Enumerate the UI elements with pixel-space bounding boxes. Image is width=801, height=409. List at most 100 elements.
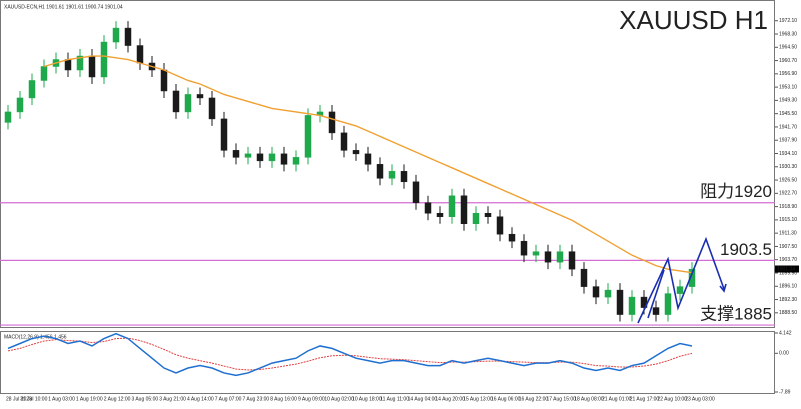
candle-body bbox=[232, 150, 240, 158]
y-tick-label: 1960.70 bbox=[779, 58, 797, 64]
x-tick-label: 9 Aug 09:00 bbox=[298, 396, 325, 402]
candle-body bbox=[424, 202, 432, 214]
current-price-label: 1901.04 bbox=[777, 266, 795, 272]
y-tick-label: 1918.90 bbox=[779, 204, 797, 210]
arrow-head bbox=[719, 283, 727, 293]
x-tick-label: 3 Aug 05:00 bbox=[131, 396, 158, 402]
candle-body bbox=[688, 268, 696, 287]
candle-body bbox=[376, 164, 384, 179]
x-tick-label: 16 Aug 22:00 bbox=[519, 396, 549, 402]
macd-signal bbox=[7, 337, 693, 371]
x-tick-label: 17 Aug 15:00 bbox=[546, 396, 576, 402]
zigzag-line bbox=[637, 236, 725, 324]
y-tick-label: 1892.30 bbox=[779, 297, 797, 303]
candle-body bbox=[568, 251, 576, 270]
x-tick-label: 7 Aug 23:00 bbox=[242, 396, 269, 402]
macd-main bbox=[7, 332, 693, 377]
chart-title: XAUUSD-ECN,H1 1901.61 1901.61 1900.74 19… bbox=[4, 4, 123, 10]
x-tick-label: 21 Aug 17:00 bbox=[630, 396, 660, 402]
x-tick-label: 21 Aug 01:00 bbox=[602, 396, 632, 402]
candle-body bbox=[400, 171, 408, 183]
y-tick-label: 1903.70 bbox=[779, 257, 797, 263]
candle-body bbox=[364, 153, 372, 165]
y-tick-label: 1930.30 bbox=[779, 164, 797, 170]
candle-body bbox=[172, 90, 180, 113]
x-tick-label: 10 Aug 02:00 bbox=[324, 396, 354, 402]
candle-body bbox=[532, 251, 540, 256]
candle-body bbox=[664, 293, 672, 315]
candle-body bbox=[208, 97, 216, 120]
x-tick-label: 1 Aug 19:00 bbox=[76, 396, 103, 402]
candle-body bbox=[292, 157, 300, 165]
candle-body bbox=[460, 195, 468, 224]
level-label: 支撑1885 bbox=[700, 305, 772, 324]
x-tick-label: 28 Jul 2023 bbox=[6, 396, 32, 402]
x-tick-label: 15 Aug 13:00 bbox=[463, 396, 493, 402]
candle-body bbox=[268, 153, 276, 162]
x-tick-label: 16 Aug 06:00 bbox=[491, 396, 521, 402]
y-tick-label: 1937.90 bbox=[779, 138, 797, 144]
candle-body bbox=[484, 212, 492, 217]
level-label: 阻力1920 bbox=[700, 182, 772, 201]
x-tick-label: 1 Aug 03:00 bbox=[48, 396, 75, 402]
x-tick-label: 2 Aug 12:00 bbox=[104, 396, 131, 402]
candle-body bbox=[304, 115, 312, 158]
y-tick-label: 1926.50 bbox=[779, 177, 797, 183]
candle-body bbox=[4, 111, 12, 123]
y-tick-label: 1915.10 bbox=[779, 217, 797, 223]
symbol-label: XAUUSD H1 bbox=[619, 5, 768, 35]
candle-body bbox=[124, 27, 132, 46]
candle-body bbox=[652, 307, 660, 315]
y-tick-label: 1956.90 bbox=[779, 71, 797, 77]
candle-body bbox=[76, 55, 84, 71]
candle-body bbox=[520, 240, 528, 256]
candle-body bbox=[16, 97, 24, 113]
candle-body bbox=[280, 153, 288, 165]
candle-body bbox=[196, 94, 204, 99]
y-tick-label: 1907.50 bbox=[779, 244, 797, 250]
y-tick-label: 1934.10 bbox=[779, 151, 797, 157]
candle-body bbox=[604, 289, 612, 298]
zigzag-line bbox=[647, 269, 665, 319]
candle-body bbox=[112, 27, 120, 43]
x-tick-label: 11 Aug 11:00 bbox=[380, 396, 409, 402]
current-price-box bbox=[775, 265, 799, 273]
candle-body bbox=[244, 153, 252, 158]
candle-body bbox=[412, 181, 420, 204]
macd-tick-label: 0.00 bbox=[779, 351, 789, 357]
candle-body bbox=[64, 59, 72, 71]
candle-body bbox=[628, 296, 636, 315]
candle-body bbox=[328, 111, 336, 134]
x-tick-label: 23 Aug 03:00 bbox=[685, 396, 715, 402]
candle-body bbox=[184, 94, 192, 113]
candle-body bbox=[28, 80, 36, 99]
candle-body bbox=[436, 212, 444, 217]
x-tick-label: 8 Aug 16:00 bbox=[270, 396, 297, 402]
candle-body bbox=[676, 286, 684, 294]
x-tick-label: 3 Aug 21:00 bbox=[159, 396, 186, 402]
candle-body bbox=[340, 132, 348, 151]
candle-body bbox=[580, 268, 588, 287]
y-tick-label: 1922.70 bbox=[779, 191, 797, 197]
y-tick-label: 1911.30 bbox=[779, 230, 797, 236]
level-label: 1903.5 bbox=[720, 240, 772, 259]
candle-body bbox=[556, 251, 564, 263]
y-tick-label: 1896.10 bbox=[779, 284, 797, 290]
y-tick-label: 1972.10 bbox=[779, 18, 797, 24]
x-tick-label: 14 Aug 04:00 bbox=[408, 396, 438, 402]
y-tick-label: 1968.30 bbox=[779, 31, 797, 37]
macd-tick-label: 4.142 bbox=[779, 330, 792, 336]
candle-body bbox=[220, 118, 228, 151]
price-panel bbox=[0, 0, 775, 328]
y-tick-label: 1964.50 bbox=[779, 45, 797, 51]
x-tick-label: 10 Aug 18:00 bbox=[352, 396, 382, 402]
candle-body bbox=[160, 69, 168, 92]
x-tick-label: 22 Aug 10:00 bbox=[657, 396, 687, 402]
y-tick-label: 1953.10 bbox=[779, 84, 797, 90]
candle-body bbox=[388, 171, 396, 179]
macd-tick-label: -7.89 bbox=[779, 389, 791, 395]
moving-average bbox=[43, 55, 693, 274]
candle-body bbox=[472, 212, 480, 224]
